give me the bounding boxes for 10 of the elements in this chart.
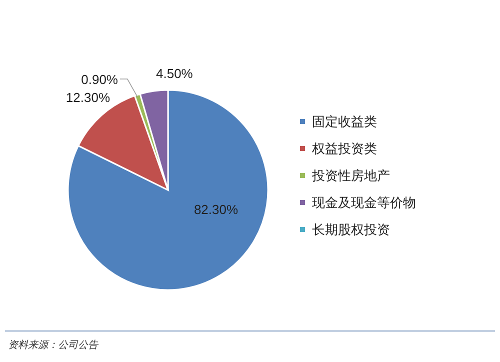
text: 资料来源：公司公告 <box>8 339 99 351</box>
legend-label: 投资性房地产 <box>311 168 390 183</box>
data-label: 12.30% <box>66 90 110 105</box>
data-label: 4.50% <box>156 66 194 81</box>
data-label: 82.30% <box>194 202 238 217</box>
legend-label: 权益投资类 <box>311 141 377 156</box>
legend-label: 固定收益类 <box>312 114 377 129</box>
data-label: 0.90% <box>81 72 118 87</box>
legend-label: 现金及现金等价物 <box>312 195 416 210</box>
legend-label: 长期股权投资 <box>312 222 390 237</box>
